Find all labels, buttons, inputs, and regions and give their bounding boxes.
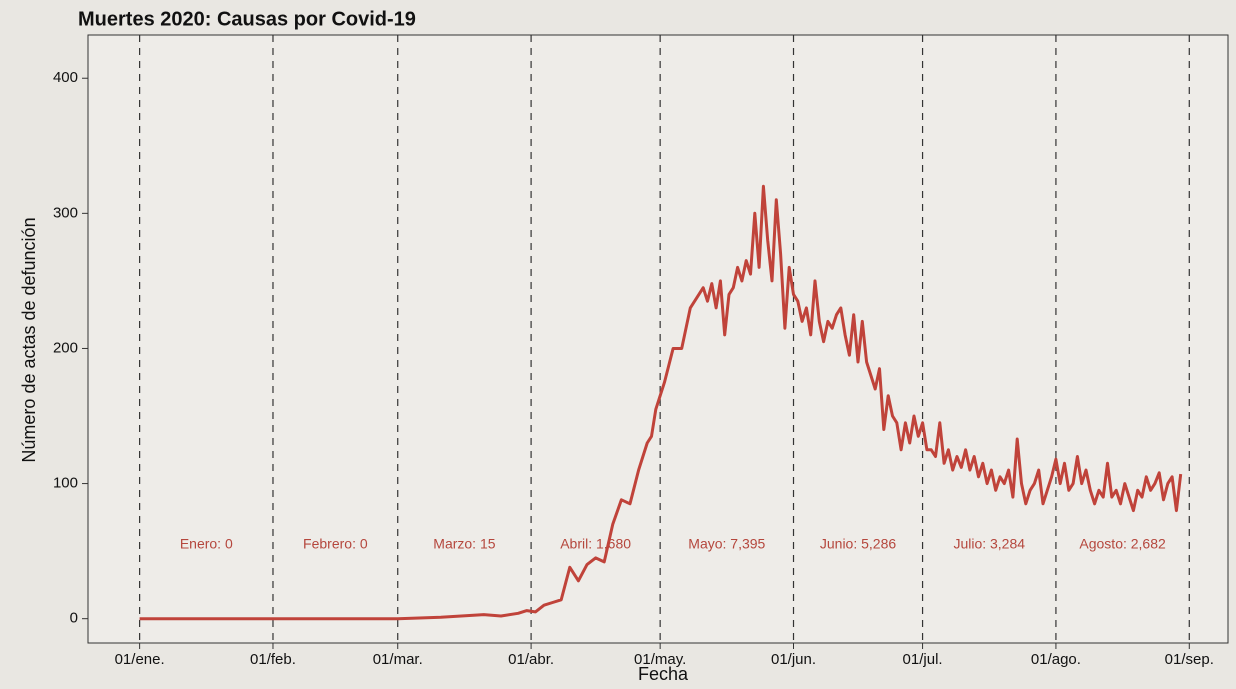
- page: Muertes 2020: Causas por Covid-19 Fecha …: [0, 0, 1236, 689]
- x-tick-label: 01/ene.: [115, 651, 165, 668]
- month-total: Abril: 1,680: [560, 536, 631, 552]
- x-tick-label: 01/jun.: [771, 651, 816, 668]
- y-tick-label: 400: [53, 69, 78, 86]
- month-total: Julio: 3,284: [953, 536, 1025, 552]
- y-tick-label: 200: [53, 339, 78, 356]
- x-tick-label: 01/may.: [634, 651, 686, 668]
- y-tick-label: 0: [70, 610, 78, 627]
- x-tick-label: 01/mar.: [373, 651, 423, 668]
- x-tick-label: 01/feb.: [250, 651, 296, 668]
- x-tick-label: 01/jul.: [903, 651, 943, 668]
- y-tick-label: 100: [53, 475, 78, 492]
- plot-area: [88, 35, 1228, 643]
- chart: Muertes 2020: Causas por Covid-19 Fecha …: [0, 0, 1236, 689]
- month-total: Mayo: 7,395: [688, 536, 765, 552]
- y-axis-label: Número de actas de defunción: [19, 217, 39, 462]
- y-tick-label: 300: [53, 204, 78, 221]
- x-tick-label: 01/sep.: [1165, 651, 1214, 668]
- month-total: Junio: 5,286: [820, 536, 896, 552]
- chart-title: Muertes 2020: Causas por Covid-19: [78, 8, 416, 30]
- month-total: Agosto: 2,682: [1079, 536, 1166, 552]
- x-tick-label: 01/abr.: [508, 651, 554, 668]
- month-total: Marzo: 15: [433, 536, 495, 552]
- month-total: Enero: 0: [180, 536, 233, 552]
- x-tick-label: 01/ago.: [1031, 651, 1081, 668]
- month-total: Febrero: 0: [303, 536, 368, 552]
